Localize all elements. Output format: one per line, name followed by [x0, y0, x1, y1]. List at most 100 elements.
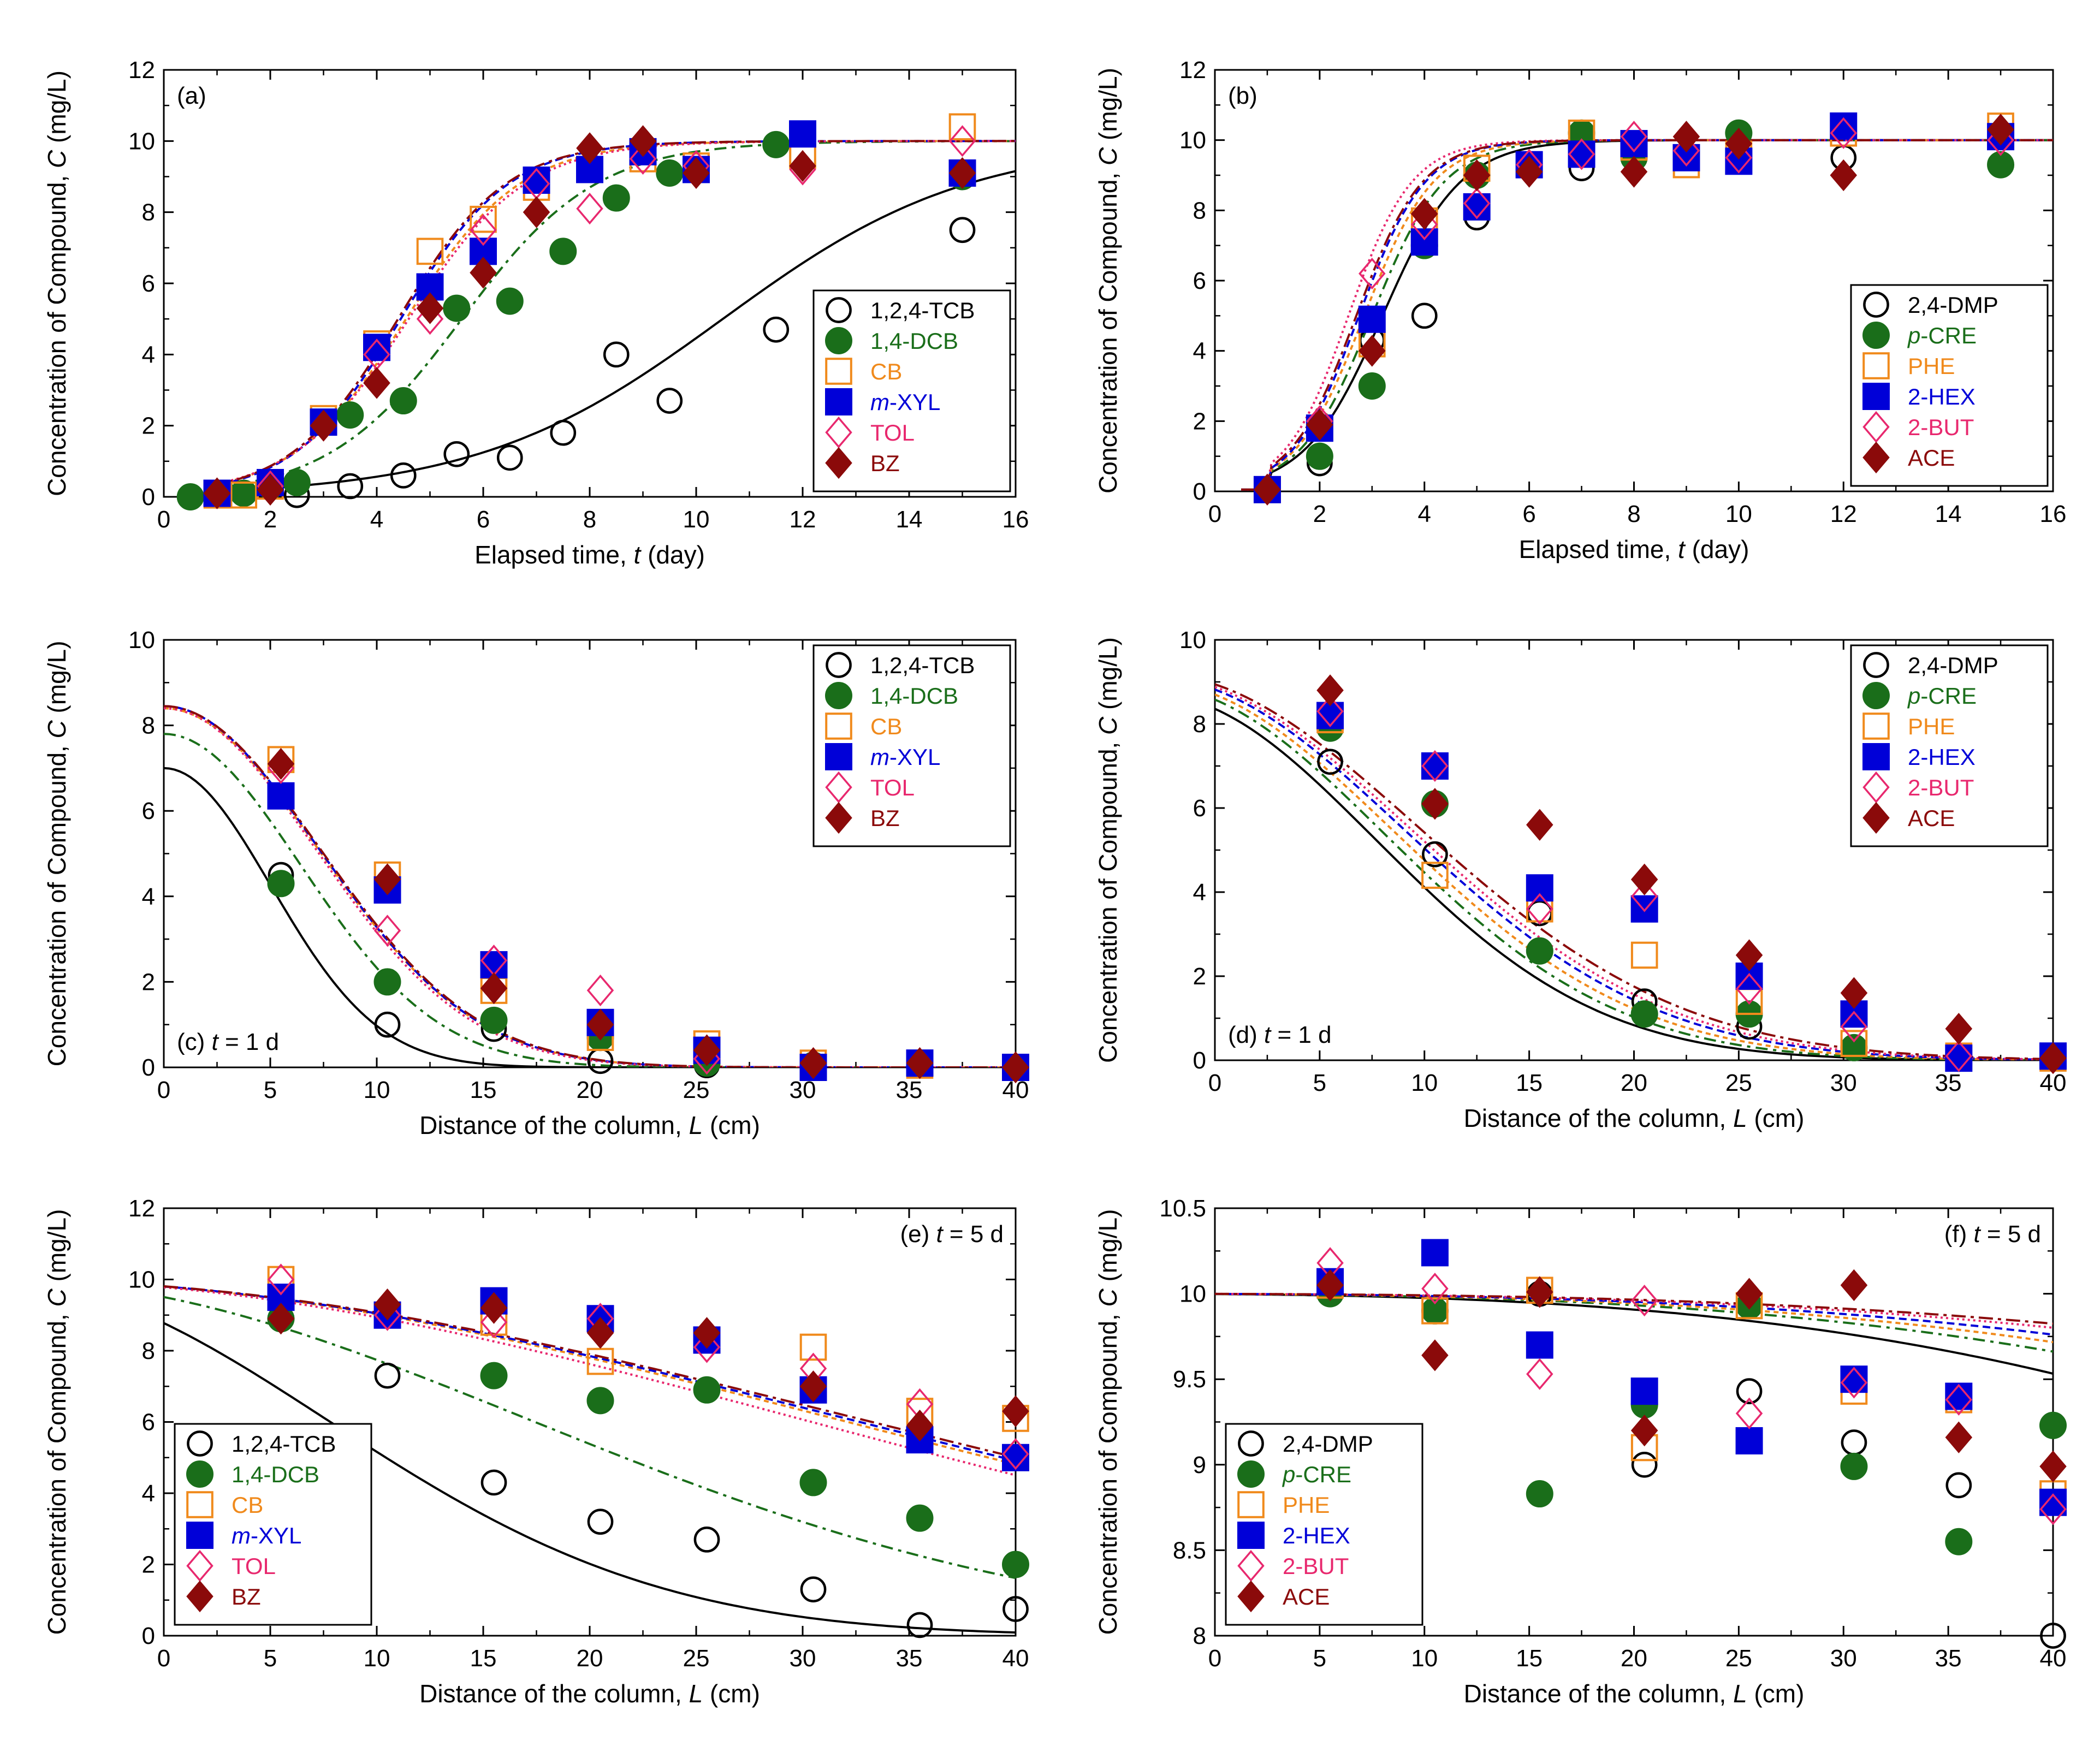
y-tick-label: 9	[1193, 1452, 1206, 1478]
data-point	[1830, 117, 1857, 149]
legend-label: p-CRE	[1907, 683, 1977, 709]
legend-label: ACE	[1283, 1584, 1330, 1610]
data-point	[799, 1047, 827, 1079]
data-point	[586, 1008, 614, 1041]
data-point	[337, 473, 364, 500]
x-tick-label: 2	[264, 506, 277, 533]
legend-label: BZ	[232, 1584, 261, 1610]
legend-label: 2-HEX	[1908, 744, 1976, 770]
data-point	[693, 1034, 721, 1066]
data-point	[789, 150, 816, 182]
data-point	[603, 341, 630, 368]
legend-label: m-XYL	[232, 1523, 301, 1548]
data-point	[906, 1047, 934, 1079]
data-point	[1002, 1051, 1029, 1084]
data-point	[1526, 1331, 1553, 1359]
x-tick-label: 10	[1725, 501, 1752, 527]
x-tick-label: 40	[1002, 1645, 1029, 1672]
data-point	[1515, 156, 1543, 188]
x-tick-label: 0	[157, 506, 170, 533]
data-point	[1840, 1011, 1868, 1043]
data-point	[1672, 134, 1700, 167]
data-point	[1359, 335, 1386, 367]
data-point	[480, 1306, 508, 1338]
data-point	[1735, 1427, 1763, 1454]
y-tick-label: 4	[142, 883, 155, 910]
data-point	[763, 316, 790, 343]
y-tick-label: 12	[128, 1195, 155, 1222]
data-point	[550, 419, 577, 446]
data-point	[1725, 141, 1753, 174]
data-point	[948, 113, 976, 141]
y-tick-label: 8	[1193, 197, 1206, 224]
data-point	[586, 974, 614, 1007]
data-point	[906, 1409, 934, 1442]
data-point	[443, 294, 471, 322]
data-point	[1620, 121, 1648, 153]
y-tick-label: 4	[142, 341, 155, 368]
panel-label: (c) t = 1 d	[177, 1029, 279, 1055]
data-point	[373, 914, 401, 947]
x-tick-label: 5	[264, 1645, 277, 1672]
legend-marker	[825, 801, 852, 834]
data-point	[390, 462, 417, 489]
data-point	[656, 159, 684, 187]
x-tick-label: 15	[470, 1077, 497, 1103]
data-point	[693, 1526, 720, 1553]
data-point	[1840, 977, 1868, 1009]
x-tick-label: 4	[370, 506, 383, 533]
legend-marker	[826, 297, 852, 323]
legend-label: 2-BUT	[1283, 1553, 1349, 1579]
y-tick-label: 8	[1193, 711, 1206, 738]
legend-label: ACE	[1908, 805, 1955, 831]
legend-marker	[825, 743, 852, 770]
data-point	[480, 972, 508, 1005]
x-tick-label: 30	[1830, 1070, 1857, 1096]
data-point	[1421, 1239, 1449, 1267]
chart-panel: 0 2 4 6 8 10 12 14 16 0 2 4 6 8 10 12 Elapsed time, t (d…	[1094, 57, 2066, 563]
x-tick-label: 35	[896, 1077, 923, 1103]
legend-marker	[186, 1549, 213, 1582]
data-point	[2040, 1623, 2066, 1649]
legend-label: m-XYL	[870, 744, 940, 770]
x-tick-label: 10	[683, 506, 710, 533]
x-tick-label: 0	[157, 1645, 170, 1672]
data-point	[693, 1331, 721, 1363]
x-tick-label: 8	[1627, 501, 1640, 527]
legend-marker	[1862, 712, 1890, 740]
data-point	[1735, 972, 1763, 1005]
panel-label: (e) t = 5 d	[900, 1221, 1004, 1248]
fit-line	[164, 1322, 1016, 1634]
y-tick-label: 10	[1179, 1281, 1206, 1308]
data-point	[1735, 939, 1763, 971]
data-point	[2039, 1042, 2067, 1074]
data-point	[1630, 1377, 1658, 1405]
legend-label: 2-HEX	[1283, 1523, 1350, 1548]
y-tick-label: 6	[142, 798, 155, 824]
legend-label: 1,2,4-TCB	[870, 298, 975, 323]
x-tick-label: 20	[1621, 1070, 1647, 1096]
y-tick-label: 6	[1193, 268, 1206, 294]
x-tick-label: 30	[1830, 1645, 1857, 1672]
x-tick-label: 5	[1313, 1645, 1326, 1672]
x-tick-label: 15	[1516, 1070, 1543, 1096]
y-tick-label: 0	[142, 1054, 155, 1081]
fit-line	[190, 170, 1016, 496]
data-point	[586, 1347, 614, 1375]
x-tick-label: 25	[1725, 1645, 1752, 1672]
panel-label: (b)	[1228, 82, 1257, 109]
data-point	[363, 367, 390, 399]
y-tick-label: 2	[1193, 408, 1206, 435]
data-point	[762, 130, 790, 158]
data-point	[1254, 473, 1281, 506]
x-tick-label: 35	[896, 1645, 923, 1672]
legend-marker	[825, 447, 852, 479]
legend-label: m-XYL	[870, 389, 940, 415]
data-point	[389, 387, 417, 415]
fit-line	[164, 1296, 1016, 1579]
data-point	[267, 782, 295, 810]
legend-label: CB	[870, 714, 902, 739]
data-point	[480, 1469, 507, 1496]
legend-marker	[826, 652, 852, 678]
data-point	[1306, 442, 1333, 470]
